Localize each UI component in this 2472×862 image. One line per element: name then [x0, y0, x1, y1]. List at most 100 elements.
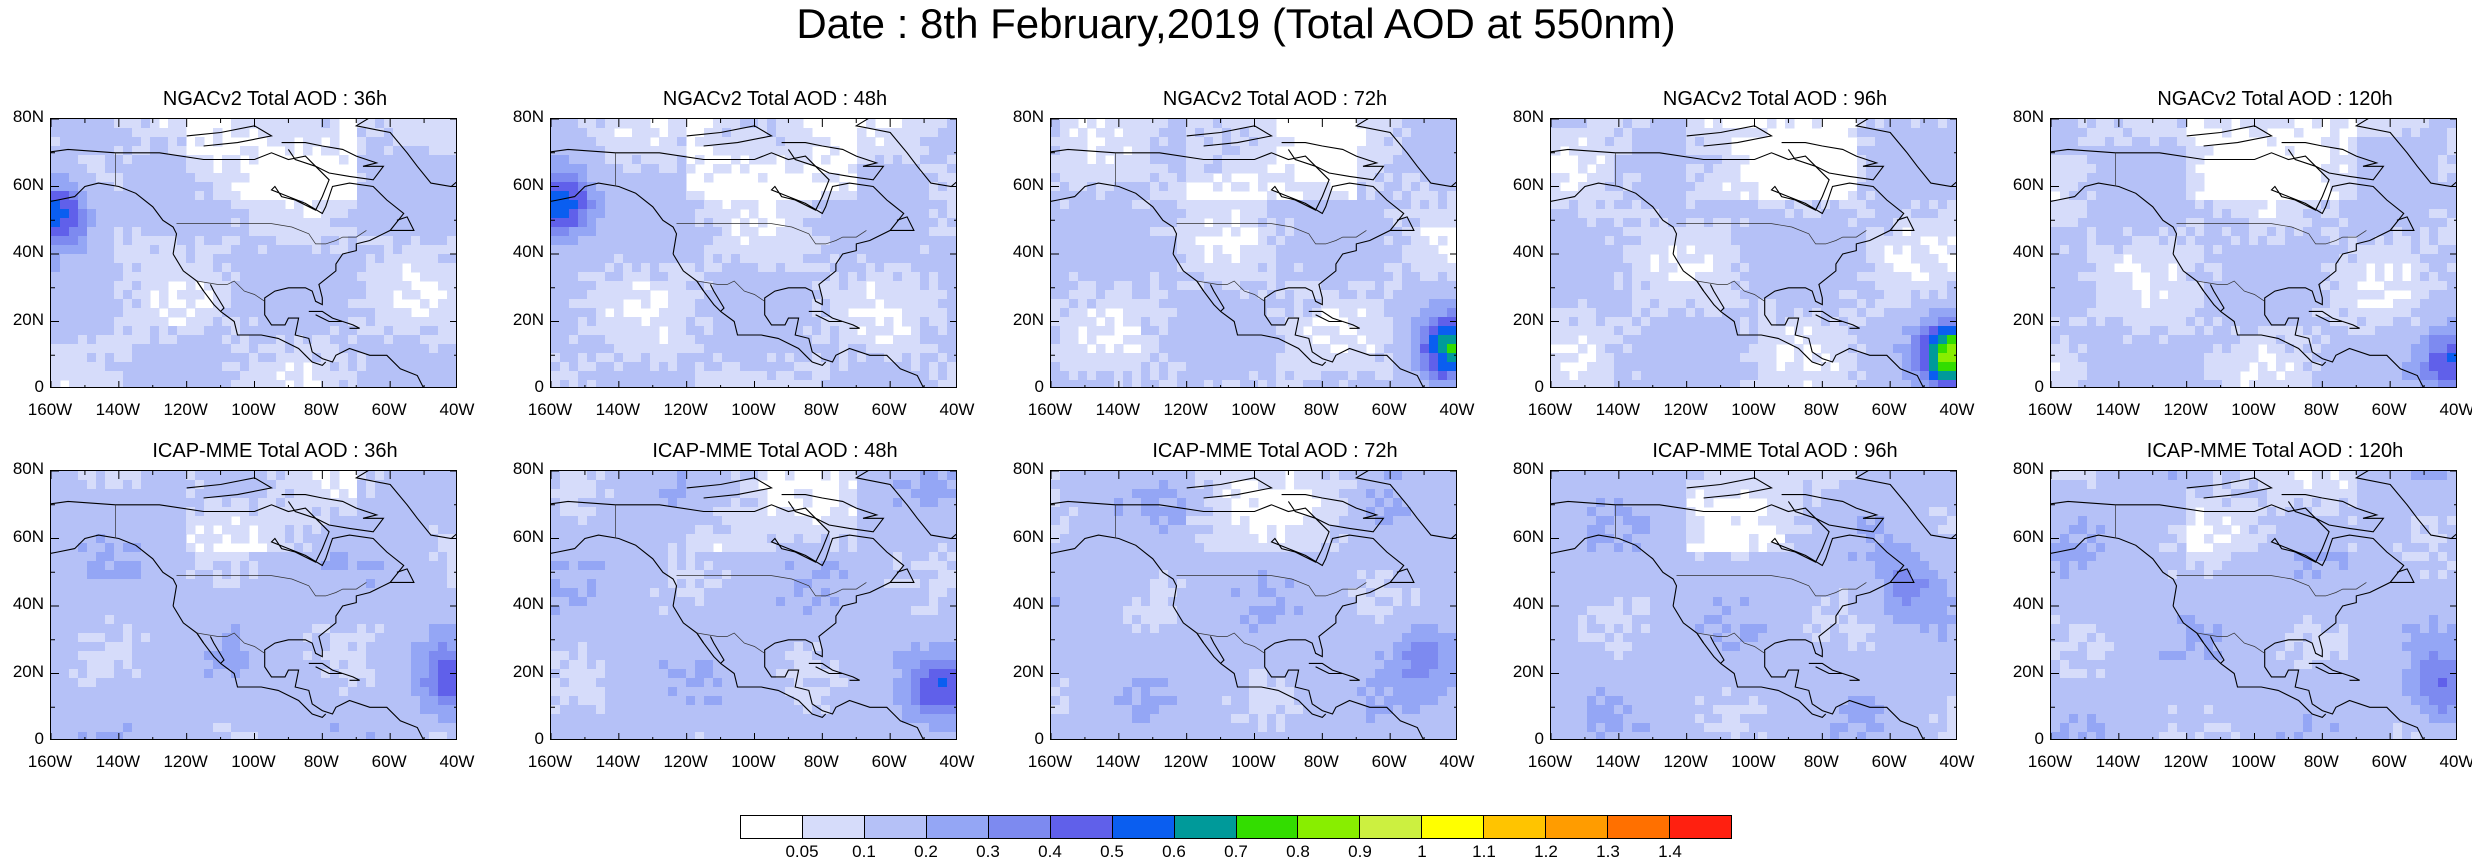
aod-cell — [821, 254, 831, 264]
aod-cell — [587, 209, 597, 219]
aod-cell — [1402, 227, 1412, 237]
aod-cell — [1641, 344, 1651, 354]
aod-cell — [339, 263, 349, 273]
aod-cell — [632, 227, 642, 237]
aod-cell — [420, 317, 430, 327]
aod-cell — [893, 173, 903, 183]
aod-cell — [947, 191, 956, 201]
aod-cell — [830, 308, 840, 318]
aod-cell — [1195, 326, 1205, 336]
aod-cell — [695, 362, 705, 372]
aod-cell — [551, 254, 561, 264]
aod-cell — [1375, 245, 1385, 255]
aod-cell — [321, 299, 331, 309]
aod-cell — [560, 335, 570, 345]
aod-cell — [105, 146, 115, 156]
aod-cell — [821, 290, 831, 300]
aod-cell — [87, 299, 97, 309]
aod-cell — [1938, 317, 1948, 327]
aod-cell — [312, 371, 322, 381]
aod-cell — [420, 371, 430, 381]
aod-cell — [911, 236, 921, 246]
aod-cell — [1911, 227, 1921, 237]
aod-cell — [1785, 335, 1795, 345]
aod-cell — [839, 308, 849, 318]
aod-cell — [830, 218, 840, 228]
aod-cell — [438, 281, 448, 291]
aod-cell — [87, 344, 97, 354]
aod-cell — [1803, 290, 1813, 300]
aod-cell — [258, 290, 268, 300]
coastline — [1308, 310, 1343, 323]
lon-tick-label: 120W — [663, 400, 708, 419]
aod-cell — [1641, 227, 1651, 237]
aod-cell — [596, 254, 606, 264]
aod-cell — [1659, 128, 1669, 138]
aod-cell — [560, 164, 570, 174]
aod-cell — [947, 209, 956, 219]
aod-cell — [447, 164, 456, 174]
aod-cell — [1605, 254, 1615, 264]
aod-cell — [938, 245, 948, 255]
aod-cell — [1114, 353, 1124, 363]
aod-cell — [447, 281, 456, 291]
aod-cell — [686, 353, 696, 363]
aod-cell — [1551, 362, 1561, 372]
aod-cell — [1402, 146, 1412, 156]
aod-cell — [713, 290, 723, 300]
aod-cell — [1213, 317, 1223, 327]
aod-cell — [222, 344, 232, 354]
aod-cell — [632, 245, 642, 255]
aod-cell — [1366, 380, 1376, 387]
aod-cell — [1429, 164, 1439, 174]
aod-cell — [902, 200, 912, 210]
aod-cell — [195, 173, 205, 183]
aod-cell — [875, 164, 885, 174]
aod-cell — [321, 308, 331, 318]
aod-cell — [186, 335, 196, 345]
aod-cell — [132, 245, 142, 255]
aod-cell — [1402, 191, 1412, 201]
aod-cell — [551, 344, 561, 354]
aod-cell — [411, 128, 421, 138]
aod-cell — [893, 182, 903, 192]
aod-cell — [1303, 290, 1313, 300]
aod-cell — [758, 128, 768, 138]
aod-cell — [186, 299, 196, 309]
aod-cell — [1821, 263, 1831, 273]
aod-cell — [1249, 218, 1259, 228]
aod-cell — [1132, 119, 1142, 129]
aod-cell — [105, 263, 115, 273]
aod-cell — [87, 209, 97, 219]
aod-cell — [1159, 290, 1169, 300]
aod-cell — [785, 137, 795, 147]
aod-cell — [1551, 218, 1561, 228]
aod-cell — [366, 119, 376, 129]
aod-cell — [668, 173, 678, 183]
aod-cell — [1231, 272, 1241, 282]
aod-cell — [902, 317, 912, 327]
aod-cell — [312, 353, 322, 363]
aod-cell — [429, 344, 439, 354]
aod-cell — [429, 209, 439, 219]
aod-cell — [1240, 290, 1250, 300]
aod-cell — [1456, 344, 1457, 354]
aod-cell — [267, 317, 277, 327]
aod-cell — [1884, 299, 1894, 309]
aod-cell — [659, 209, 669, 219]
aod-cell — [159, 299, 169, 309]
aod-cell — [1551, 191, 1561, 201]
aod-cell — [1456, 326, 1457, 336]
aod-cell — [1411, 317, 1421, 327]
aod-cell — [857, 182, 867, 192]
aod-cell — [1578, 344, 1588, 354]
aod-cell — [866, 191, 876, 201]
lat-tick-label: 0 — [1034, 377, 1044, 396]
aod-field — [51, 119, 456, 387]
aod-cell — [569, 146, 579, 156]
aod-cell — [1839, 263, 1849, 273]
aod-cell — [330, 344, 340, 354]
aod-cell — [569, 191, 579, 201]
aod-cell — [677, 272, 687, 282]
aod-cell — [848, 218, 858, 228]
